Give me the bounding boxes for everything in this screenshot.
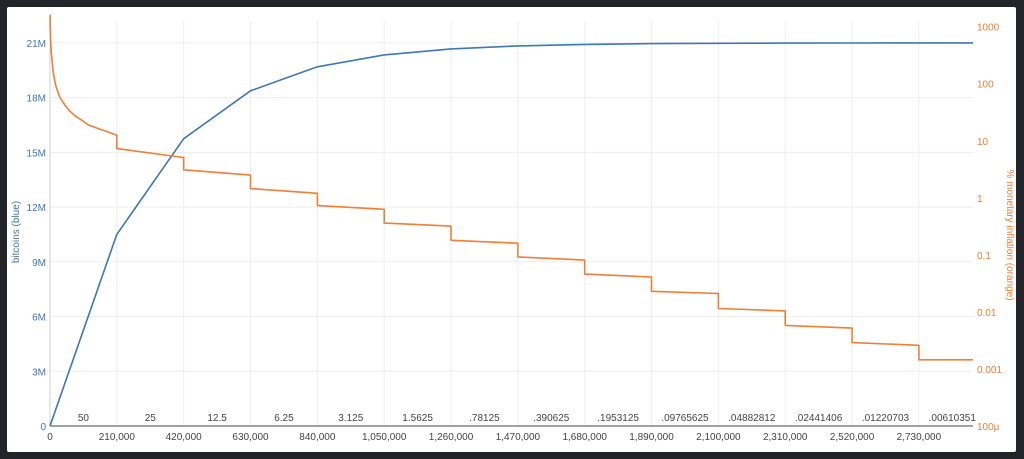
right-axis-label: % monetary inflation (orange): [1004, 169, 1015, 300]
left-tick-label: 18M: [27, 94, 46, 105]
left-axis-ticks: 0 3M 6M 9M 12M 15M 18M 21M: [27, 39, 47, 433]
left-tick-label: 0: [40, 422, 46, 433]
left-tick-label: 15M: [27, 148, 46, 159]
right-tick-label: 10: [977, 137, 989, 148]
reward-label: 1.5625: [402, 413, 433, 424]
x-tick-label: 1,050,000: [362, 432, 407, 443]
left-tick-label: 9M: [32, 258, 46, 269]
x-tick-label: 1,260,000: [429, 432, 474, 443]
reward-label: .04882812: [728, 413, 776, 424]
x-tick-label: 2,310,000: [763, 432, 808, 443]
reward-label: 25: [145, 413, 157, 424]
x-tick-label: 0: [47, 432, 53, 443]
right-tick-label: 0.001: [977, 365, 1002, 376]
chart-svg: 50 25 12.5 6.25 3.125 1.5625 .78125 .390625 .195…: [11, 14, 1015, 443]
reward-label: 6.25: [274, 413, 294, 424]
right-tick-label: 100: [977, 80, 994, 91]
x-tick-label: 210,000: [99, 432, 136, 443]
right-tick-label: 1000: [977, 23, 1000, 34]
reward-label: 3.125: [338, 413, 363, 424]
right-tick-label: 0.01: [977, 308, 997, 319]
x-tick-label: 1,890,000: [629, 432, 674, 443]
right-tick-label: 0.1: [977, 251, 991, 262]
reward-label: .09765625: [661, 413, 709, 424]
reward-label: .01220703: [862, 413, 910, 424]
chart-panel: 50 25 12.5 6.25 3.125 1.5625 .78125 .390625 .195…: [7, 7, 1016, 452]
reward-label: .02441406: [795, 413, 843, 424]
reward-label: .390625: [533, 413, 570, 424]
left-tick-label: 3M: [32, 367, 46, 378]
x-tick-label: 630,000: [232, 432, 269, 443]
left-axis-label: bitcoins (blue): [11, 201, 22, 263]
reward-label: 50: [78, 413, 90, 424]
left-tick-label: 21M: [27, 39, 46, 50]
reward-label: .00610351: [929, 413, 977, 424]
x-tick-label: 2,730,000: [897, 432, 942, 443]
grid-lines: [50, 21, 973, 426]
x-axis-ticks: 0 210,000 420,000 630,000 840,000 1,050,000 1,…: [47, 432, 941, 443]
reward-label: 12.5: [207, 413, 227, 424]
left-tick-label: 6M: [32, 313, 46, 324]
right-tick-label: 100μ: [977, 422, 1000, 433]
x-tick-label: 420,000: [166, 432, 203, 443]
x-tick-label: 1,680,000: [562, 432, 607, 443]
reward-label: .1953125: [597, 413, 639, 424]
right-axis-ticks: 100μ 0.001 0.01 0.1 1 10 100 1000: [977, 23, 1002, 433]
zero-line: [49, 21, 973, 427]
right-tick-label: 1: [977, 194, 983, 205]
x-tick-label: 2,100,000: [696, 432, 741, 443]
series-lines: [49, 14, 973, 427]
x-tick-label: 1,470,000: [496, 432, 541, 443]
block-reward-labels: 50 25 12.5 6.25 3.125 1.5625 .78125 .390625 .195…: [78, 413, 977, 424]
bitcoins-series-line: [49, 42, 973, 427]
x-tick-label: 840,000: [299, 432, 336, 443]
x-tick-label: 2,520,000: [830, 432, 875, 443]
inflation-series-line: [49, 14, 973, 361]
left-tick-label: 12M: [27, 203, 46, 214]
reward-label: .78125: [469, 413, 500, 424]
